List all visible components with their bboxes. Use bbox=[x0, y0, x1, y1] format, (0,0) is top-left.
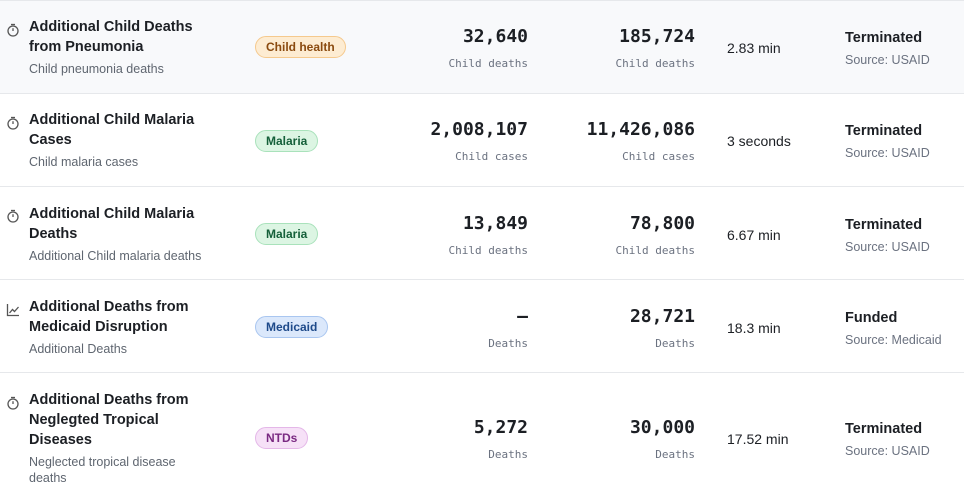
row-title: Additional Deaths from Medicaid Disruptio… bbox=[29, 299, 189, 335]
status-label: Terminated bbox=[845, 30, 923, 46]
row-subtitle: Additional Child malaria deaths bbox=[29, 249, 202, 263]
row-subtitle: Additional Deaths bbox=[29, 342, 127, 356]
stopwatch-icon bbox=[7, 23, 19, 37]
status-label: Terminated bbox=[845, 217, 923, 233]
row-title: Additional Child Malaria Cases bbox=[29, 112, 195, 148]
time-value: 2.83 min bbox=[727, 40, 781, 56]
row-title: Additional Child Deaths from Pneumonia bbox=[29, 19, 193, 55]
row-subtitle: Child malaria cases bbox=[29, 155, 139, 169]
category-badge: Malaria bbox=[255, 130, 319, 152]
table-row[interactable]: Additional Child Deaths from Pneumonia Ch… bbox=[0, 1, 964, 94]
value-primary: 5,272 bbox=[473, 417, 528, 438]
category-badge: Child health bbox=[255, 36, 346, 58]
value-primary: 13,849 bbox=[462, 213, 528, 234]
table-row[interactable]: Additional Deaths from Neglegted Tropical… bbox=[0, 373, 964, 501]
unit-secondary: Child deaths bbox=[615, 244, 695, 257]
value-primary: 32,640 bbox=[462, 26, 528, 47]
stopwatch-icon bbox=[7, 209, 19, 223]
value-secondary: 28,721 bbox=[629, 306, 695, 327]
category-badge: Medicaid bbox=[255, 316, 329, 338]
unit-primary: Child deaths bbox=[448, 57, 528, 70]
time-value: 18.3 min bbox=[727, 320, 781, 336]
source-label: Source: USAID bbox=[845, 53, 930, 67]
table-row[interactable]: Additional Child Malaria Cases Child mala… bbox=[0, 94, 964, 187]
status-label: Funded bbox=[845, 310, 898, 326]
source-label: Source: USAID bbox=[845, 444, 930, 458]
row-title: Additional Deaths from Neglegted Tropical… bbox=[29, 392, 189, 448]
unit-secondary: Child deaths bbox=[615, 57, 695, 70]
stopwatch-icon bbox=[7, 396, 19, 410]
value-secondary: 30,000 bbox=[629, 417, 695, 438]
row-subtitle: Child pneumonia deaths bbox=[29, 62, 164, 76]
row-title: Additional Child Malaria Deaths bbox=[29, 206, 195, 242]
unit-secondary: Deaths bbox=[655, 337, 695, 350]
time-value: 6.67 min bbox=[727, 227, 781, 243]
value-primary: 2,008,107 bbox=[430, 119, 528, 140]
value-secondary: 185,724 bbox=[619, 26, 695, 47]
category-badge: NTDs bbox=[255, 427, 309, 449]
unit-secondary: Child cases bbox=[622, 150, 695, 163]
unit-primary: Deaths bbox=[488, 337, 528, 350]
unit-primary: Child deaths bbox=[448, 244, 528, 257]
table-row[interactable]: Additional Child Malaria Deaths Additiona… bbox=[0, 187, 964, 280]
value-secondary: 78,800 bbox=[629, 213, 695, 234]
trend-chart-icon bbox=[6, 304, 19, 317]
unit-primary: Deaths bbox=[488, 448, 528, 461]
row-subtitle: Neglected tropical disease deaths bbox=[29, 455, 176, 485]
source-label: Source: USAID bbox=[845, 146, 930, 160]
source-label: Source: Medicaid bbox=[845, 333, 942, 347]
source-label: Source: USAID bbox=[845, 240, 930, 254]
category-badge: Malaria bbox=[255, 223, 319, 245]
value-secondary: 11,426,086 bbox=[586, 119, 695, 140]
value-primary: — bbox=[517, 306, 528, 327]
stopwatch-icon bbox=[7, 116, 19, 130]
time-value: 3 seconds bbox=[727, 133, 791, 149]
unit-secondary: Deaths bbox=[655, 448, 695, 461]
status-label: Terminated bbox=[845, 421, 923, 437]
unit-primary: Child cases bbox=[455, 150, 528, 163]
time-value: 17.52 min bbox=[727, 431, 789, 447]
status-label: Terminated bbox=[845, 123, 923, 139]
table-row[interactable]: Additional Deaths from Medicaid Disruptio… bbox=[0, 280, 964, 373]
